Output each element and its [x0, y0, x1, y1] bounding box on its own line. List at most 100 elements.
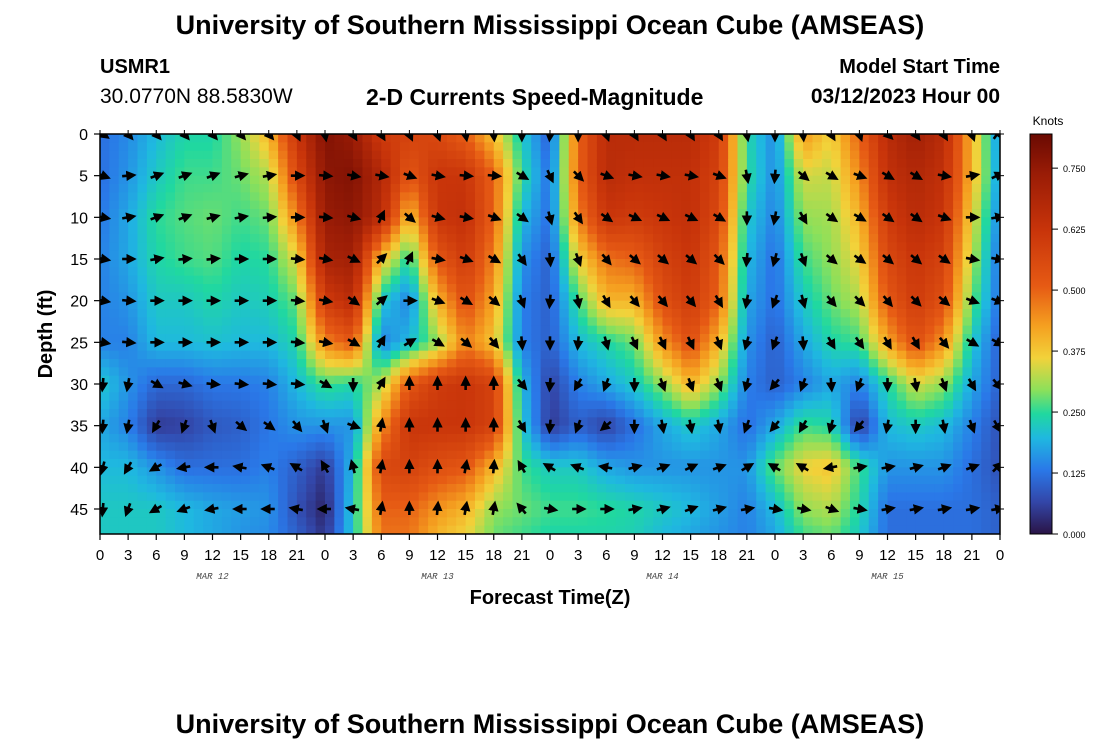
speed-cell [962, 184, 973, 193]
speed-cell [934, 267, 945, 277]
speed-cell [878, 275, 889, 285]
speed-cell [465, 359, 476, 368]
speed-cell [953, 325, 964, 335]
speed-cell [446, 459, 457, 468]
current-arrow [628, 170, 643, 181]
speed-cell [146, 225, 157, 235]
speed-cell [643, 517, 654, 527]
speed-cell [231, 167, 242, 177]
speed-cell [287, 484, 298, 493]
speed-cell [165, 475, 176, 485]
current-arrow [657, 134, 667, 142]
speed-cell [578, 509, 589, 518]
speed-cell [906, 484, 917, 493]
speed-cell [118, 217, 129, 227]
speed-cell [718, 300, 729, 310]
speed-cell [775, 325, 785, 335]
speed-cell [306, 200, 317, 210]
speed-cell [184, 492, 195, 502]
speed-cell [868, 217, 879, 227]
speed-cell [231, 250, 242, 260]
speed-cell [671, 434, 682, 443]
current-arrow [234, 212, 250, 223]
speed-cell [503, 400, 514, 410]
speed-cell [531, 409, 542, 418]
speed-cell [193, 450, 204, 460]
current-arrow [742, 377, 753, 393]
speed-cell [334, 142, 345, 152]
speed-cell [812, 325, 823, 335]
speed-cell [409, 384, 420, 393]
speed-cell [850, 409, 860, 418]
speed-cell [278, 200, 289, 210]
current-arrow [319, 134, 330, 143]
speed-cell [381, 284, 392, 293]
speed-cell [737, 375, 748, 385]
speed-cell [484, 467, 495, 477]
current-arrow [712, 504, 728, 515]
speed-cell [700, 317, 710, 327]
speed-cell [737, 325, 748, 335]
speed-cell [981, 192, 992, 202]
speed-cell [540, 467, 551, 477]
speed-cell [840, 242, 851, 252]
speed-cell [175, 475, 185, 485]
speed-cell [700, 159, 710, 168]
speed-cell [231, 350, 242, 360]
speed-cell [400, 300, 410, 310]
speed-cell [878, 242, 889, 252]
speed-cell [212, 525, 223, 534]
speed-cell [850, 184, 860, 193]
speed-cell [756, 167, 767, 177]
speed-cell [775, 342, 785, 352]
speed-cell [765, 300, 776, 310]
speed-cell [943, 359, 954, 368]
speed-cell [606, 409, 617, 418]
speed-cell [137, 234, 148, 243]
speed-cell [653, 317, 664, 327]
speed-cell [325, 500, 335, 510]
speed-cell [981, 459, 992, 468]
speed-cell [746, 400, 757, 410]
speed-cell [418, 325, 429, 335]
speed-cell [437, 150, 448, 160]
speed-cell [343, 509, 354, 518]
speed-cell [315, 517, 326, 527]
speed-cell [184, 434, 195, 443]
speed-cell [371, 175, 382, 185]
speed-cell [746, 417, 757, 427]
current-arrow [909, 504, 925, 515]
speed-cell [456, 300, 467, 310]
speed-cell [175, 384, 185, 393]
speed-cell [615, 484, 626, 493]
speed-cell [362, 375, 373, 385]
speed-cell [137, 434, 148, 443]
speed-cell [521, 525, 532, 534]
speed-cell [193, 417, 204, 427]
speed-cell [428, 400, 439, 410]
speed-cell [625, 175, 635, 185]
speed-cell [296, 234, 307, 243]
speed-cell [775, 350, 785, 360]
speed-cell [840, 192, 851, 202]
main-title: University of Southern Mississippi Ocean… [175, 10, 925, 40]
speed-cell [456, 392, 467, 402]
speed-cell [859, 234, 870, 243]
speed-cell [418, 442, 429, 452]
speed-cell [531, 400, 542, 410]
current-arrow [825, 377, 837, 393]
speed-cell [362, 400, 373, 410]
speed-cell [915, 492, 926, 502]
speed-cell [634, 134, 645, 143]
speed-cell [887, 267, 898, 277]
speed-cell [428, 409, 439, 418]
current-arrow [769, 169, 781, 185]
speed-cell [353, 492, 364, 502]
speed-cell [193, 275, 204, 285]
speed-cell [990, 325, 1000, 335]
speed-cell [718, 334, 729, 343]
speed-cell [250, 509, 260, 518]
speed-cell [353, 184, 364, 193]
speed-cell [306, 359, 317, 368]
current-arrow [770, 294, 781, 309]
